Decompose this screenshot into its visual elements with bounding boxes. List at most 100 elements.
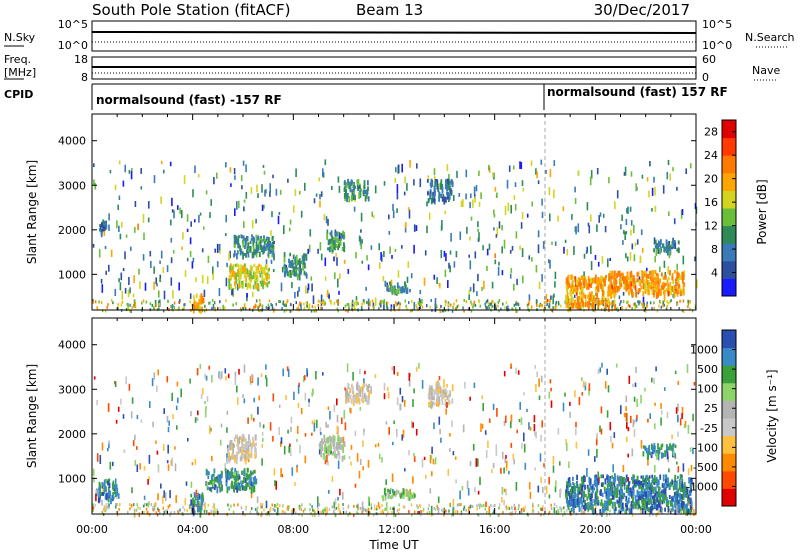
- echo-mark: [554, 281, 556, 288]
- region-echo-mark: [199, 512, 202, 518]
- echo-mark: [586, 202, 589, 211]
- region-echo-mark: [324, 456, 327, 461]
- echo-mark: [668, 468, 670, 473]
- echo-mark: [632, 383, 634, 388]
- region-echo-mark: [651, 280, 653, 285]
- region-echo-mark: [690, 481, 693, 488]
- region-echo-mark: [649, 506, 652, 512]
- echo-mark: [360, 229, 362, 233]
- region-echo-mark: [244, 454, 247, 460]
- echo-mark: [237, 250, 239, 255]
- echo-mark: [154, 300, 157, 308]
- echo-mark: [339, 488, 341, 496]
- echo-mark: [464, 382, 466, 389]
- region-echo-mark: [268, 267, 270, 272]
- ground-scatter-mark: [284, 511, 286, 515]
- region-echo-mark: [573, 483, 575, 489]
- echo-mark: [278, 211, 281, 215]
- echo-mark: [105, 270, 107, 275]
- echo-mark: [455, 479, 457, 484]
- region-echo-mark: [249, 454, 251, 459]
- ground-scatter-mark: [135, 508, 138, 512]
- region-echo-mark: [628, 290, 630, 296]
- region-echo-mark: [616, 475, 619, 481]
- region-echo-mark: [652, 449, 655, 454]
- echo-mark: [510, 414, 513, 422]
- echo-mark: [446, 402, 448, 408]
- region-echo-mark: [301, 255, 304, 262]
- ground-scatter-mark: [363, 301, 365, 305]
- echo-mark: [245, 191, 248, 199]
- echo-mark: [358, 470, 361, 479]
- ground-scatter-mark: [439, 309, 442, 313]
- region-echo-mark: [576, 498, 579, 506]
- ground-scatter-mark: [378, 307, 380, 311]
- region-echo-mark: [357, 397, 360, 403]
- echo-mark: [395, 167, 397, 173]
- region-echo-mark: [246, 268, 249, 275]
- ground-scatter-mark: [635, 304, 637, 308]
- ground-scatter-mark: [680, 510, 683, 514]
- region-echo-mark: [410, 494, 413, 499]
- region-echo-mark: [438, 396, 440, 401]
- echo-mark: [192, 189, 194, 198]
- region-echo-mark: [619, 278, 621, 285]
- colorbar-tick-label: 100: [697, 383, 718, 396]
- region-echo-mark: [595, 279, 598, 285]
- echo-mark: [482, 245, 484, 251]
- region-echo-mark: [216, 486, 219, 494]
- echo-mark: [397, 164, 400, 174]
- echo-mark: [296, 466, 298, 473]
- region-echo-mark: [657, 443, 659, 449]
- echo-mark: [662, 300, 664, 307]
- echo-mark: [213, 177, 215, 185]
- echo-mark: [318, 448, 321, 455]
- region-echo-mark: [651, 274, 654, 282]
- echo-mark: [478, 170, 480, 177]
- region-echo-mark: [229, 440, 232, 445]
- region-echo-mark: [238, 283, 240, 288]
- region-echo-mark: [324, 444, 326, 452]
- ground-scatter-mark: [532, 509, 535, 513]
- region-echo-mark: [432, 401, 435, 405]
- ground-scatter-mark: [419, 306, 421, 310]
- echo-mark: [676, 461, 678, 465]
- region-echo-mark: [112, 495, 115, 501]
- ground-scatter-mark: [511, 511, 514, 514]
- echo-mark: [488, 164, 490, 171]
- region-echo-mark: [344, 186, 346, 192]
- region-echo-mark: [587, 490, 590, 498]
- echo-mark: [211, 374, 213, 383]
- region-echo-mark: [578, 490, 581, 495]
- region-echo-mark: [107, 480, 109, 486]
- region-echo-mark: [662, 493, 664, 499]
- region-echo-mark: [192, 508, 195, 515]
- ground-scatter-mark: [347, 504, 350, 508]
- region-echo-mark: [572, 503, 574, 508]
- region-echo-mark: [653, 482, 656, 485]
- echo-mark: [410, 273, 413, 279]
- region-echo-mark: [295, 254, 298, 262]
- region-echo-mark: [335, 442, 338, 447]
- echo-mark: [412, 476, 414, 484]
- echo-mark: [286, 366, 289, 372]
- echo-mark: [548, 187, 551, 196]
- echo-mark: [139, 281, 141, 289]
- region-echo-mark: [295, 264, 298, 270]
- region-echo-mark: [250, 264, 252, 272]
- region-echo-mark: [678, 247, 680, 254]
- region-echo-mark: [258, 270, 260, 274]
- region-echo-mark: [359, 188, 362, 192]
- region-echo-mark: [237, 242, 240, 249]
- region-echo-mark: [99, 225, 102, 230]
- ground-scatter-mark: [552, 306, 554, 310]
- region-echo-mark: [192, 308, 195, 314]
- ground-scatter-mark: [602, 303, 604, 307]
- echo-mark: [311, 420, 314, 425]
- region-echo-mark: [247, 283, 250, 288]
- echo-mark: [167, 427, 170, 433]
- region-echo-mark: [343, 181, 346, 186]
- echo-mark: [669, 173, 671, 181]
- echo-mark: [257, 406, 259, 415]
- region-echo-mark: [286, 267, 288, 274]
